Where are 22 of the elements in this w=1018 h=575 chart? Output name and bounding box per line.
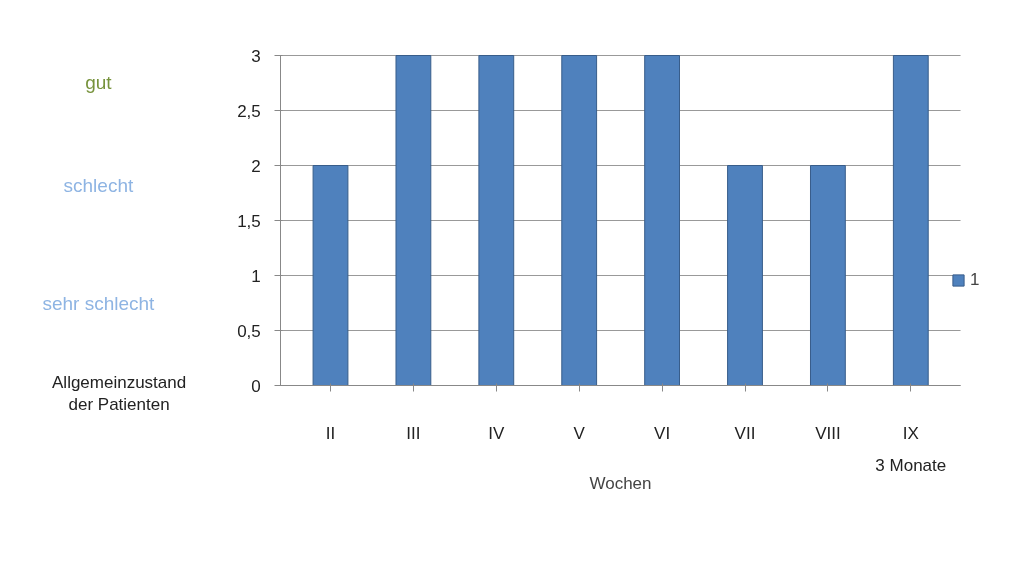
y-tick-label: 0 [251,376,261,396]
x-axis-title: Wochen [589,473,652,493]
text: sehr schlecht [42,292,156,314]
y-tick-label: 2 [251,156,261,176]
text: 3 Monate [875,456,947,475]
y-tick-label: 1 [251,266,261,286]
legend-label: 1 [970,270,981,290]
x-tick-label: IX [902,423,919,443]
x-tick-label: VII [734,423,756,443]
y-tick-label: 2,5 [237,101,261,121]
y-tick-label: 0,5 [237,321,261,341]
x-tick-label: III [406,423,421,443]
text: gut [85,72,113,94]
y-tick-label: 1,5 [237,211,261,231]
x-tick-label: II [325,423,336,443]
x-tick-label: VIII [815,423,841,443]
text: schlecht [63,174,134,196]
x-tick-label: V [573,423,586,443]
y-axis-title: Allgemeinzustand der Patienten [52,372,187,415]
x-tick-label: VI [654,423,671,443]
y-tick-label: 3 [251,46,261,66]
x-tick-label: IV [488,423,505,443]
